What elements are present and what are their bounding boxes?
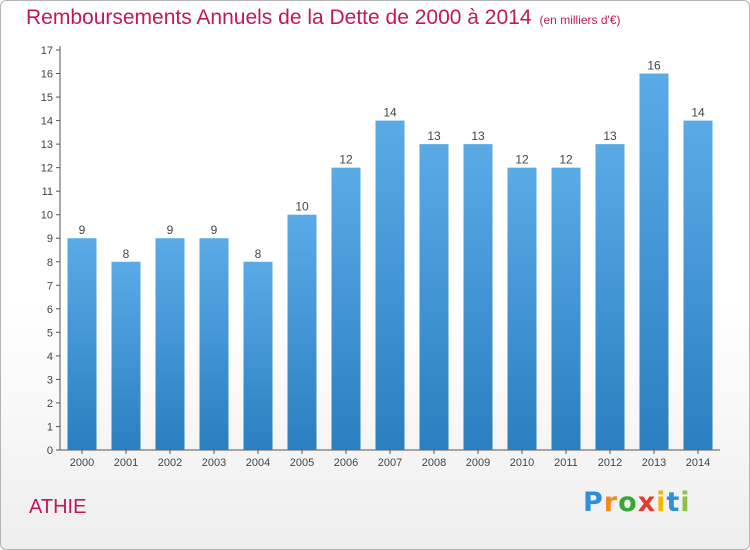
y-tick-label: 9 <box>47 233 53 245</box>
x-tick-label: 2003 <box>202 457 226 469</box>
logo-letter: o <box>618 487 638 518</box>
logo-letter: i <box>680 487 691 518</box>
logo-letter: i <box>656 487 667 518</box>
bar <box>463 144 493 450</box>
bar <box>507 167 537 450</box>
y-tick-label: 0 <box>47 445 53 457</box>
x-tick-label: 2008 <box>422 457 446 469</box>
data-label: 13 <box>471 129 485 143</box>
data-label: 9 <box>167 223 174 237</box>
x-tick-label: 2011 <box>554 457 578 469</box>
logo-letter: r <box>603 487 619 518</box>
y-tick-label: 5 <box>47 327 53 339</box>
bar <box>67 238 97 450</box>
bar <box>199 238 229 450</box>
y-tick-label: 8 <box>47 257 53 269</box>
bar <box>375 120 405 451</box>
x-tick-label: 2006 <box>334 457 358 469</box>
data-label: 9 <box>79 223 86 237</box>
bar <box>551 167 581 450</box>
data-label: 13 <box>427 129 441 143</box>
y-tick-label: 6 <box>47 304 53 316</box>
bar <box>287 214 317 450</box>
y-tick-label: 17 <box>41 45 53 57</box>
x-tick-label: 2007 <box>378 457 402 469</box>
x-tick-label: 2001 <box>114 457 138 469</box>
bar <box>683 120 713 451</box>
x-tick-label: 2010 <box>510 457 534 469</box>
data-label: 12 <box>339 153 353 167</box>
data-label: 10 <box>295 200 309 214</box>
y-tick-label: 11 <box>42 186 53 198</box>
bar <box>639 73 669 450</box>
data-label: 16 <box>647 59 661 73</box>
chart-title-block: Remboursements Annuels de la Dette de 20… <box>26 6 621 30</box>
bar <box>111 261 141 450</box>
x-tick-label: 2000 <box>70 457 94 469</box>
y-tick-label: 4 <box>47 351 53 363</box>
y-tick-label: 14 <box>41 116 53 128</box>
x-tick-label: 2014 <box>686 457 710 469</box>
chart-title: Remboursements Annuels de la Dette de 20… <box>26 6 532 29</box>
x-tick-label: 2012 <box>598 457 622 469</box>
commune-name: ATHIE <box>29 496 87 518</box>
y-tick-label: 10 <box>41 210 53 222</box>
data-label: 8 <box>255 247 262 261</box>
x-tick-label: 2002 <box>158 457 182 469</box>
data-label: 8 <box>123 247 130 261</box>
logo-letter: P <box>583 487 604 518</box>
data-label: 14 <box>383 106 397 120</box>
y-tick-label: 1 <box>47 421 53 433</box>
bar <box>595 144 625 450</box>
y-tick-label: 16 <box>41 69 53 81</box>
x-tick-label: 2013 <box>642 457 666 469</box>
logo-letter: t <box>666 487 681 518</box>
y-tick-label: 3 <box>47 374 53 386</box>
data-label: 12 <box>559 153 573 167</box>
data-label: 12 <box>515 153 529 167</box>
y-tick-label: 7 <box>47 280 53 292</box>
x-tick-label: 2004 <box>246 457 270 469</box>
bar <box>331 167 361 450</box>
logo-letter: x <box>637 487 657 518</box>
y-tick-label: 12 <box>41 163 53 175</box>
bar <box>243 261 273 450</box>
chart-unit: (en milliers d'€) <box>539 13 621 27</box>
x-tick-label: 2005 <box>290 457 314 469</box>
proxiti-logo: Proxiti <box>583 487 691 518</box>
y-tick-label: 15 <box>41 92 53 104</box>
data-label: 14 <box>691 106 705 120</box>
y-tick-label: 2 <box>47 398 53 410</box>
data-label: 13 <box>603 129 617 143</box>
x-tick-label: 2009 <box>466 457 490 469</box>
bar <box>419 144 449 450</box>
data-label: 9 <box>211 223 218 237</box>
y-tick-label: 13 <box>41 139 53 151</box>
bar <box>155 238 185 450</box>
